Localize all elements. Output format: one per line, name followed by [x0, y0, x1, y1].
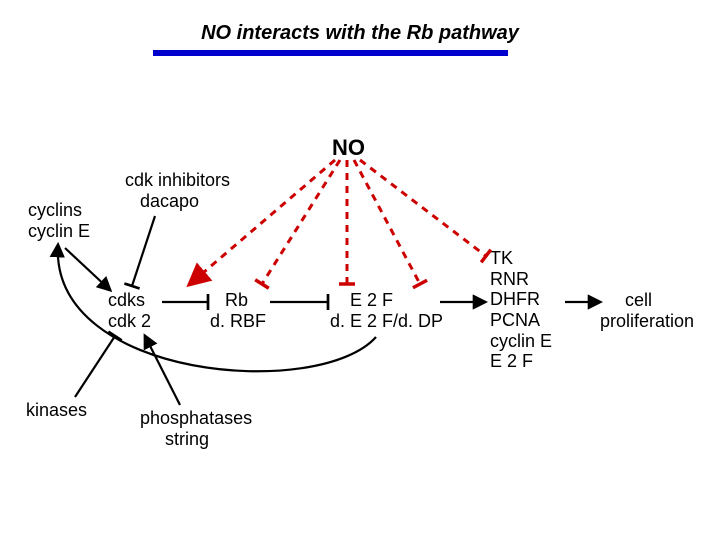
arrow-phosph_to_cdks: [145, 336, 180, 405]
label-targets: TK RNR DHFR PCNA cyclin E E 2 F: [490, 248, 552, 372]
arrow-no_5: [360, 160, 486, 256]
diagram-title: NO interacts with the Rb pathway: [0, 22, 720, 45]
title-underline: [153, 50, 508, 56]
arrow-cyclins_to_cdks: [65, 248, 110, 290]
arrow-kinases_to_cdks-bar: [108, 332, 121, 341]
arrow-no_4: [354, 160, 420, 284]
arrow-cdki_to_cdks-bar: [124, 284, 139, 289]
label-phosphatases: phosphatases string: [140, 408, 252, 449]
label-kinases: kinases: [26, 400, 87, 421]
arrow-no_2: [262, 160, 340, 284]
arrow-kinases_to_cdks: [75, 336, 115, 397]
label-cell: cell proliferation: [600, 290, 694, 331]
arrow-no_2-bar: [255, 280, 269, 289]
label-cdks: cdks cdk 2: [108, 290, 151, 331]
label-NO: NO: [332, 135, 365, 160]
label-Rb: Rb d. RBF: [210, 290, 266, 331]
label-cyclins: cyclins cyclin E: [28, 200, 90, 241]
arrow-cdki_to_cdks: [132, 216, 155, 286]
label-E2F: E 2 F d. E 2 F/d. DP: [330, 290, 443, 331]
arrow-no_4-bar: [413, 280, 427, 288]
label-cdk_inhibitors: cdk inhibitors dacapo: [125, 170, 230, 211]
arrows-overlay: [0, 0, 720, 540]
